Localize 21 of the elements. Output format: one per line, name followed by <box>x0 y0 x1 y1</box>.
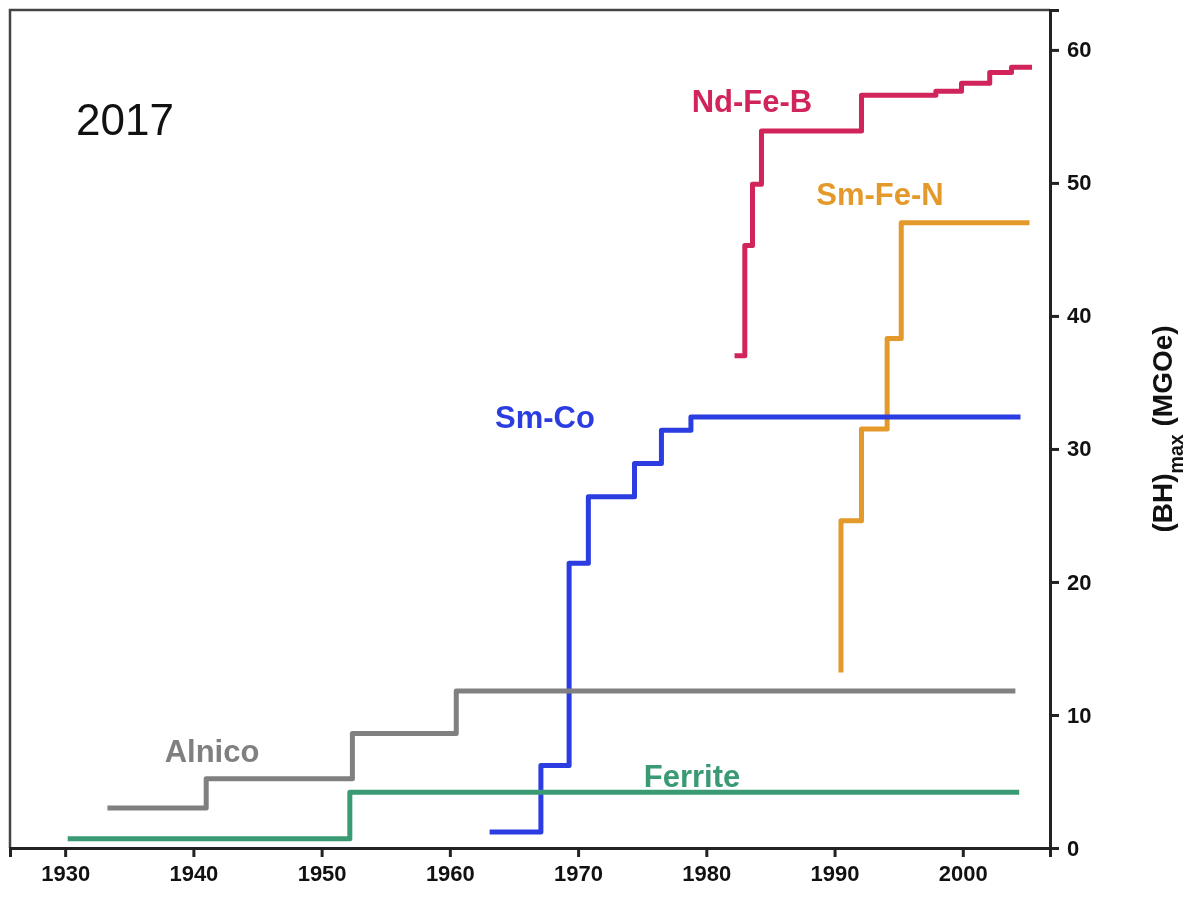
text: 2017 <box>76 95 174 144</box>
x-tick-label: 1930 <box>41 860 91 886</box>
series-label: Ferrite <box>643 759 741 794</box>
x-tick-label: 1940 <box>169 860 219 886</box>
x-tick-label: 1950 <box>297 860 347 886</box>
y-tick-label: 10 <box>1067 702 1092 728</box>
series-label: Sm-Co <box>495 400 595 435</box>
y-tick-label: 50 <box>1067 170 1092 196</box>
series-label: Sm-Fe-N <box>816 177 944 212</box>
y-tick-label: 0 <box>1067 835 1080 861</box>
x-tick-label: 1990 <box>810 860 860 886</box>
x-tick-label: 2000 <box>938 860 988 886</box>
y-tick-label: 40 <box>1067 303 1092 329</box>
series-label: Alnico <box>164 734 260 769</box>
x-tick-label: 1980 <box>682 860 732 886</box>
series-label: Nd-Fe-B <box>691 84 813 119</box>
y-tick-label: 20 <box>1067 569 1092 595</box>
y-tick-label: 30 <box>1067 436 1092 462</box>
y-tick-label: 60 <box>1067 37 1092 63</box>
x-tick-label: 1960 <box>425 860 475 886</box>
x-tick-label: 1970 <box>554 860 604 886</box>
